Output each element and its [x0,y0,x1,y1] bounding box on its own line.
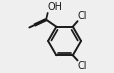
Text: OH: OH [47,2,62,12]
Text: Cl: Cl [77,11,86,21]
Text: Cl: Cl [77,61,86,71]
